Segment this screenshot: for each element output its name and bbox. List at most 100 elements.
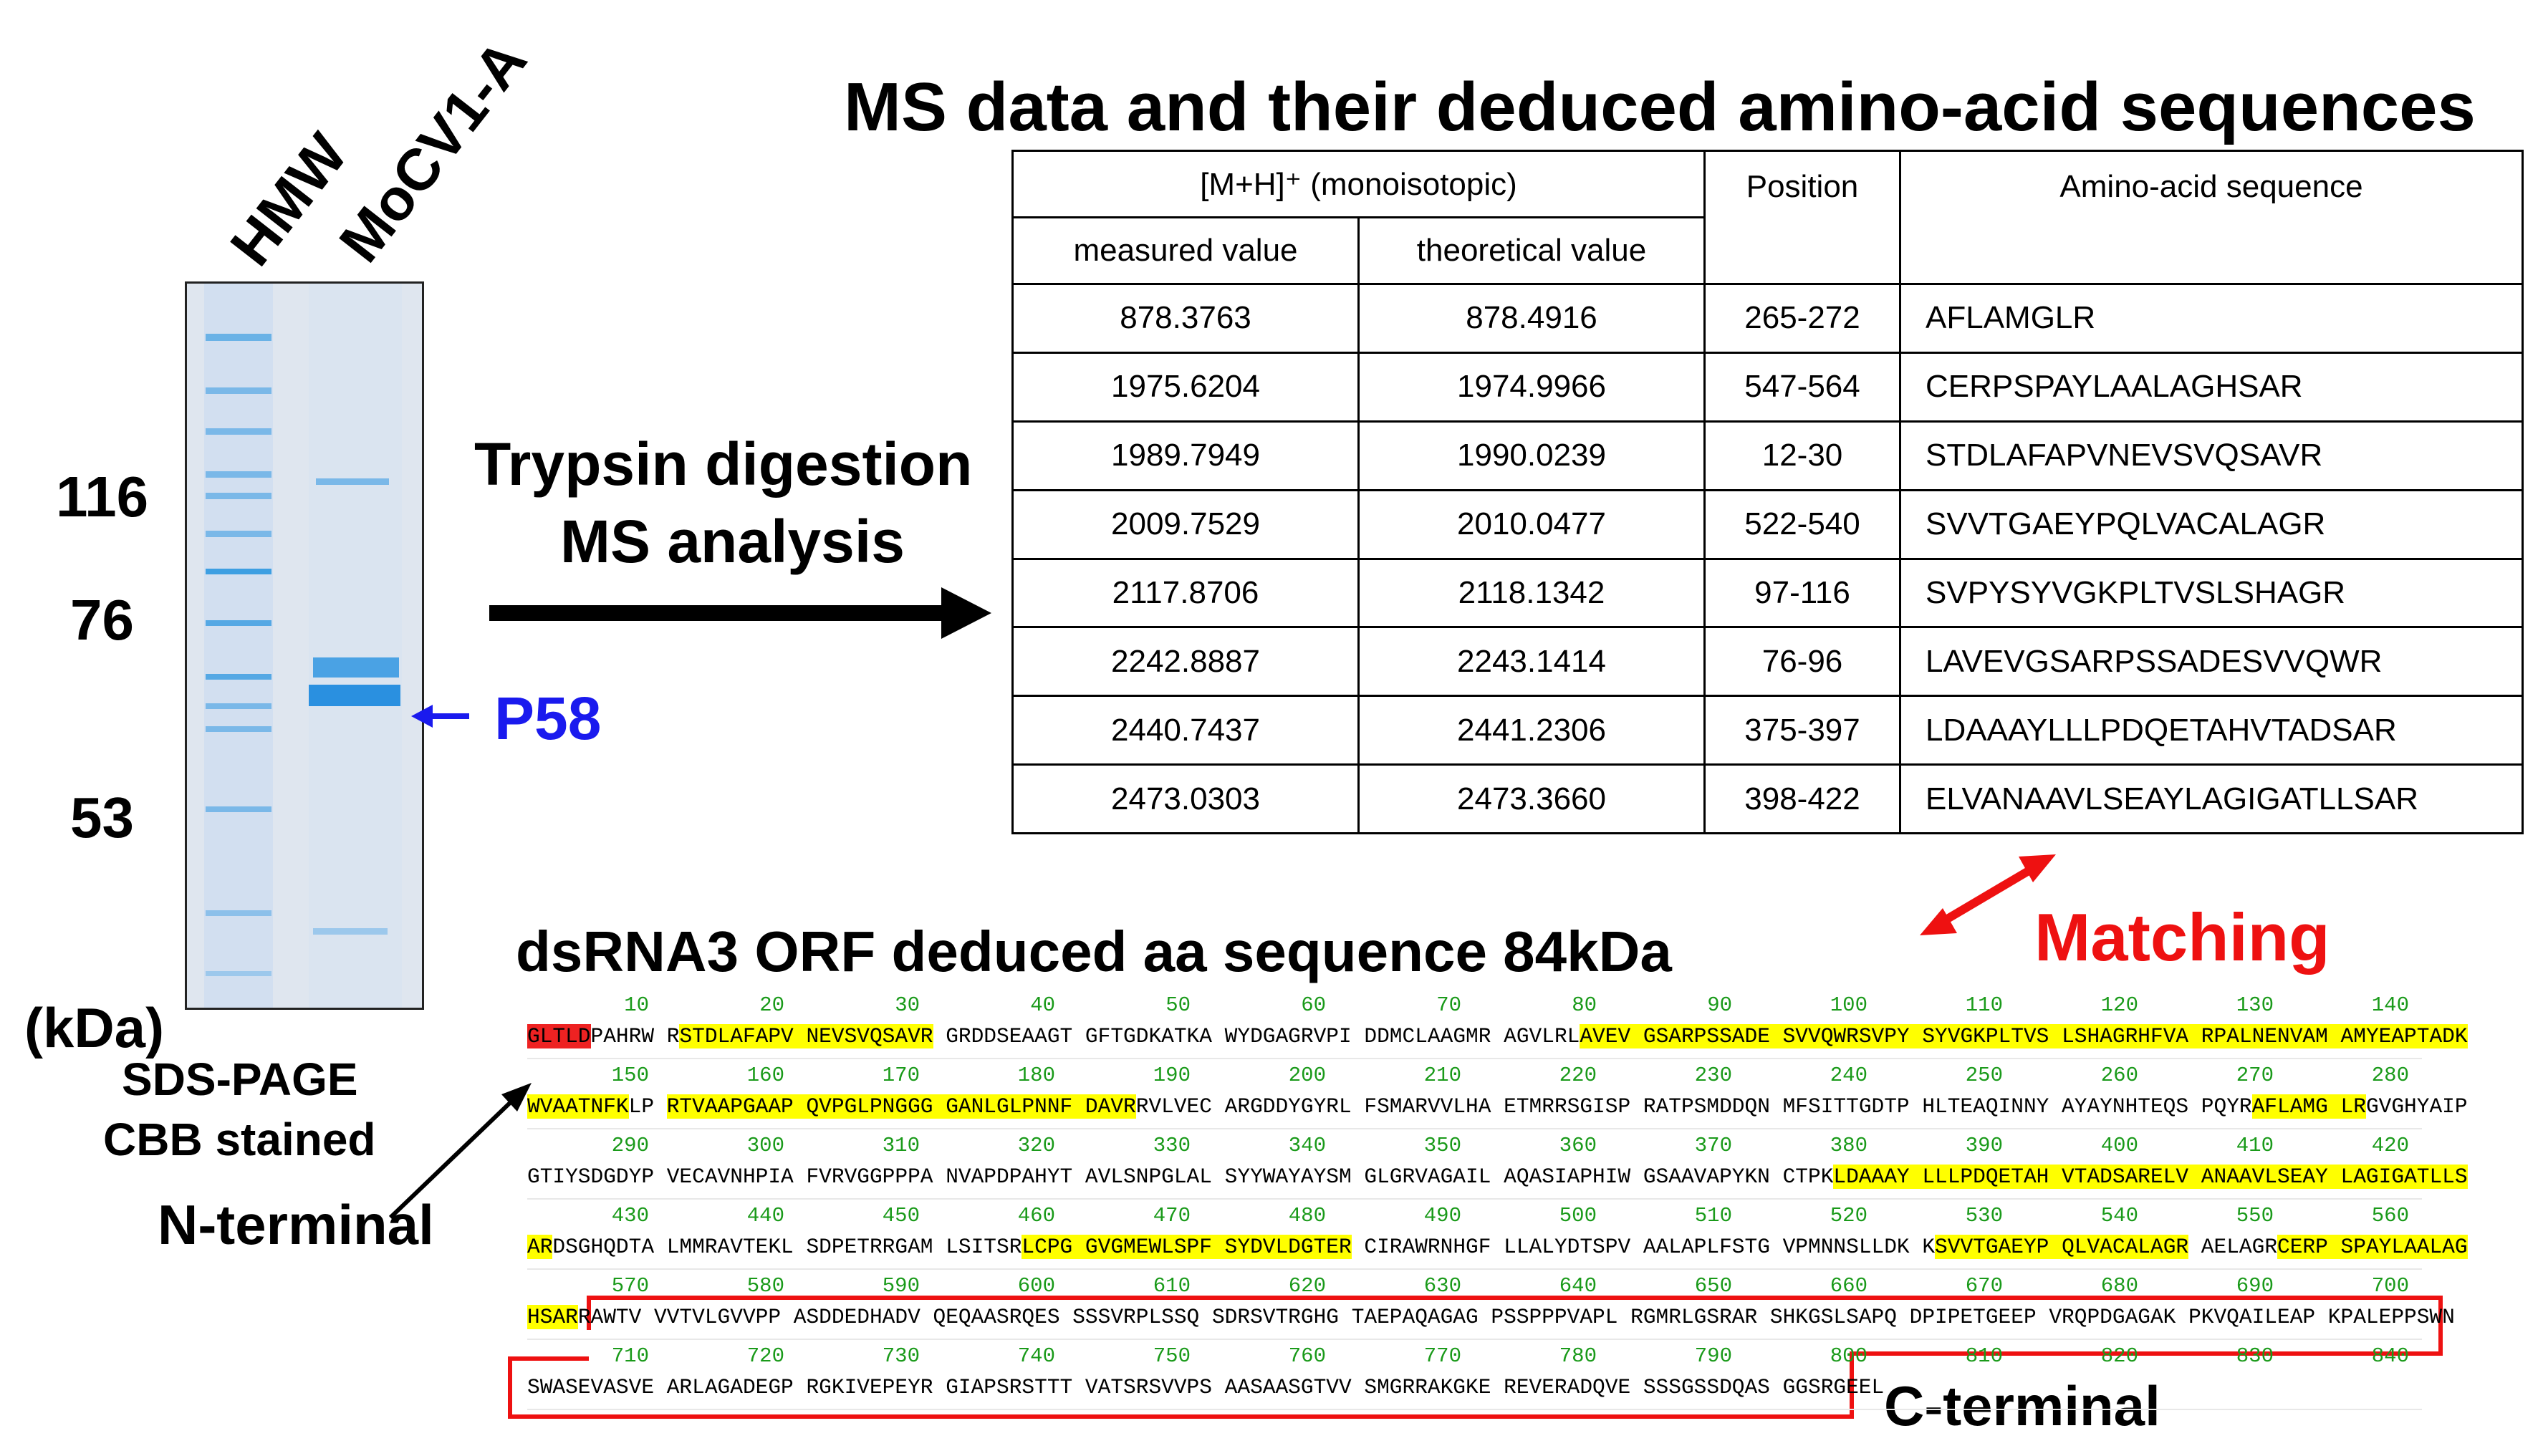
n-terminal-segment: GLTLD (527, 1024, 591, 1048)
residue-number: 600 (1017, 1274, 1055, 1298)
residue-number: 50 (1165, 993, 1191, 1017)
ms-table-row: 2117.8706 2118.1342 97-116 SVPYSYVGKPLTVSLS… (1011, 557, 2524, 629)
residue-number: 300 (746, 1134, 784, 1157)
residue-number: 400 (2100, 1134, 2138, 1157)
cell-position: 522-540 (1703, 488, 1901, 560)
cell-measured: 1975.6204 (1011, 351, 1360, 423)
residue-number: 40 (1030, 993, 1055, 1017)
ms-table-row: 2242.8887 2243.1414 76-96 LAVEVGSARPSSADESV… (1011, 626, 2524, 698)
residue-number: 800 (1830, 1344, 1867, 1368)
sequence-segment: AELAGR (2188, 1235, 2278, 1259)
cell-position: 97-116 (1703, 557, 1901, 629)
matching-arrow-line (1938, 862, 2039, 927)
cell-measured: 2473.0303 (1011, 763, 1360, 834)
residue-number: 780 (1559, 1344, 1597, 1368)
residue-number: 30 (895, 993, 920, 1017)
cell-sequence: AFLAMGLR (1899, 283, 2524, 354)
sequence-number-row: 570 580 590 600 610 620 630 640 650 660 670 680 690 7… (527, 1274, 2422, 1301)
flow-arrow-shaft (489, 605, 948, 621)
sequence-number-row: 150 160 170 180 190 200 210 220 230 240 250 260 270 2… (527, 1064, 2422, 1091)
residue-number: 660 (1830, 1274, 1867, 1298)
matched-peptide-segment: RTVAAPGAAP QVPGLPNGGG GANLGLPNNF DAVR (666, 1094, 1136, 1119)
mw-label-53: 53 (70, 786, 134, 849)
cell-measured: 2117.8706 (1011, 557, 1360, 629)
cell-measured: 2242.8887 (1011, 626, 1360, 698)
ladder-band (206, 428, 271, 435)
matching-arrow-head-down (1920, 908, 1957, 935)
cell-theoretical: 878.4916 (1357, 283, 1706, 354)
residue-number: 610 (1153, 1274, 1191, 1298)
residue-number: 380 (1830, 1134, 1867, 1157)
residue-number: 470 (1153, 1204, 1191, 1228)
ms-table-row: 2009.7529 2010.0477 522-540 SVVTGAEYPQLVACA… (1011, 488, 2524, 560)
cell-measured: 878.3763 (1011, 283, 1360, 354)
cell-sequence: ELVANAAVLSEAYLAGIGATLLSAR (1899, 763, 2524, 834)
cell-measured: 2009.7529 (1011, 488, 1360, 560)
ladder-lane (204, 284, 273, 1008)
residue-number: 70 (1436, 993, 1461, 1017)
cell-theoretical: 2010.0477 (1357, 488, 1706, 560)
ladder-band (206, 726, 271, 732)
residue-number: 580 (746, 1274, 784, 1298)
header-measured: measured value (1011, 216, 1360, 285)
residue-number: 670 (1965, 1274, 2003, 1298)
ms-table-row: 878.3763 878.4916 265-272 AFLAMGLR (1011, 283, 2524, 354)
residue-number: 130 (2236, 993, 2274, 1017)
p58-arrow-head (411, 705, 433, 728)
cell-theoretical: 2441.2306 (1357, 695, 1706, 766)
residue-number: 160 (746, 1064, 784, 1087)
residue-number: 770 (1423, 1344, 1461, 1368)
sequence-segment: LP (628, 1094, 667, 1119)
residue-number: 440 (746, 1204, 784, 1228)
residue-number: 710 (611, 1344, 649, 1368)
cell-sequence: SVPYSYVGKPLTVSLSHAGR (1899, 557, 2524, 629)
cell-theoretical: 1990.0239 (1357, 420, 1706, 491)
cell-sequence: CERPSPAYLAALAGHSAR (1899, 351, 2524, 423)
residue-number: 280 (2371, 1064, 2409, 1087)
residue-number: 390 (1965, 1134, 2003, 1157)
cell-measured: 1989.7949 (1011, 420, 1360, 491)
residue-number: 480 (1288, 1204, 1326, 1228)
sample-lane (309, 284, 402, 1008)
ladder-band (206, 703, 271, 709)
residue-number: 290 (611, 1134, 649, 1157)
gel-caption-line1: SDS-PAGE (122, 1054, 358, 1105)
ladder-band (206, 471, 271, 478)
cell-position: 76-96 (1703, 626, 1901, 698)
residue-number: 450 (882, 1204, 920, 1228)
gel-image (185, 281, 424, 1010)
residue-number: 790 (1694, 1344, 1732, 1368)
matched-peptide-segment: HSAR (527, 1305, 578, 1329)
ms-table-body: 878.3763 878.4916 265-272 AFLAMGLR 1975.6204… (1011, 283, 2524, 834)
band-label-p58: P58 (494, 685, 602, 752)
sequence-residue-row: HSARRAWTV VVTVLGVVPP ASDDEDHADV QEQAASRQ… (527, 1301, 2455, 1340)
ladder-band-53 (206, 806, 271, 812)
cell-position: 398-422 (1703, 763, 1901, 834)
residue-number: 690 (2236, 1274, 2274, 1298)
header-sequence: Amino-acid sequence (1899, 150, 2524, 285)
residue-number: 430 (611, 1204, 649, 1228)
residue-number: 510 (1694, 1204, 1732, 1228)
matched-peptide-segment: AVEV GSARPSSADE SVVQWRSVPY SYVGKPLTVS LS… (1580, 1024, 2468, 1048)
residue-number: 80 (1572, 993, 1597, 1017)
residue-number: 260 (2100, 1064, 2138, 1087)
residue-number: 330 (1153, 1134, 1191, 1157)
cell-position: 547-564 (1703, 351, 1901, 423)
cell-sequence: STDLAFAPVNEVSVQSAVR (1899, 420, 2524, 491)
header-theoretical: theoretical value (1357, 216, 1706, 285)
ms-table-row: 1989.7949 1990.0239 12-30 STDLAFAPVNEVSVQSA… (1011, 420, 2524, 491)
mw-label-116: 116 (56, 465, 149, 529)
residue-number: 270 (2236, 1064, 2274, 1087)
gel-bands (204, 284, 402, 1008)
sequence-segment: RAWTV VVTVLGVVPP ASDDEDHADV QEQAASRQES S… (577, 1305, 2455, 1329)
ms-data-table: [M+H]⁺ (monoisotopic) Position Amino-aci… (1011, 150, 2524, 834)
residue-number: 540 (2100, 1204, 2138, 1228)
residue-number: 420 (2371, 1134, 2409, 1157)
ladder-band (206, 531, 271, 537)
flow-arrow-head (941, 587, 991, 639)
sequence-segment: GTIYSDGDYP VECAVNHPIA FVRVGGPPPA NVAPDPA… (527, 1165, 1834, 1189)
residue-number: 530 (1965, 1204, 2003, 1228)
sample-band-high (316, 478, 389, 485)
residue-number: 700 (2371, 1274, 2409, 1298)
